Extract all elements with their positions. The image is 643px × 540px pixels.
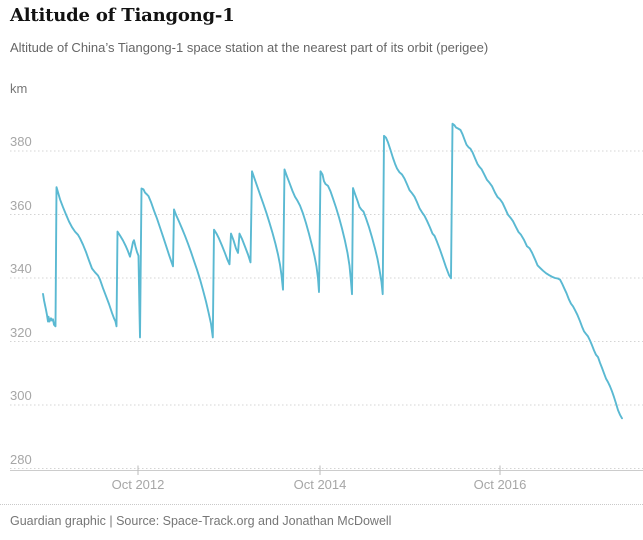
y-tick-label-380: 380 [10, 134, 32, 149]
chart-subtitle: Altitude of China’s Tiangong-1 space sta… [10, 40, 489, 55]
y-tick-label-280: 280 [10, 451, 32, 467]
y-tick-label-300: 300 [10, 388, 32, 403]
footer: Guardian graphic | Source: Space-Track.o… [0, 504, 643, 540]
x-tick-label-oct-2014: Oct 2014 [293, 477, 347, 492]
x-tick-label-oct-2012: Oct 2012 [111, 477, 165, 492]
x-tick-label-oct-2016: Oct 2016 [473, 477, 527, 492]
y-tick-label-320: 320 [10, 324, 32, 340]
y-tick-label-340: 340 [10, 261, 32, 276]
y-tick-label-360: 360 [10, 197, 32, 213]
chart-title: Altitude of Tiangong-1 [10, 5, 235, 26]
y-axis-unit-label: km [10, 81, 28, 96]
altitude-series-line [42, 122, 623, 420]
source-note: Guardian graphic | Source: Space-Track.o… [10, 514, 392, 528]
